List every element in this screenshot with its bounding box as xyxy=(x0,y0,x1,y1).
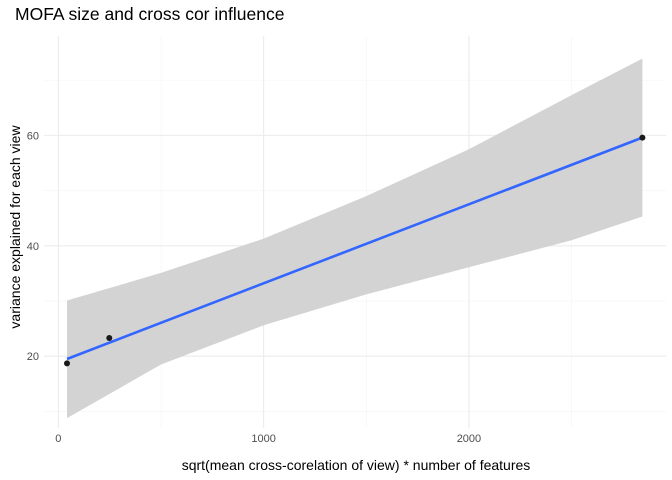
confidence-band-area xyxy=(67,58,643,419)
data-point xyxy=(63,360,70,367)
x-tick-label: 0 xyxy=(55,433,61,445)
y-tick-label: 20 xyxy=(27,351,39,363)
tick-labels: 0 1000 2000 20 40 60 xyxy=(27,130,481,445)
y-axis-title: variance explained for each view xyxy=(7,125,23,329)
y-tick-label: 60 xyxy=(27,130,39,142)
x-axis-title: sqrt(mean cross-corelation of view) * nu… xyxy=(182,457,531,473)
data-points xyxy=(63,134,646,367)
trend-line-layer xyxy=(66,136,643,361)
data-point xyxy=(639,134,646,141)
data-point xyxy=(106,335,113,342)
y-tick-label: 40 xyxy=(27,241,39,253)
x-tick-label: 1000 xyxy=(251,433,275,445)
chart-title: MOFA size and cross cor influence xyxy=(15,4,285,24)
trend-line xyxy=(66,136,643,361)
x-tick-label: 2000 xyxy=(457,433,481,445)
confidence-band xyxy=(67,58,643,419)
